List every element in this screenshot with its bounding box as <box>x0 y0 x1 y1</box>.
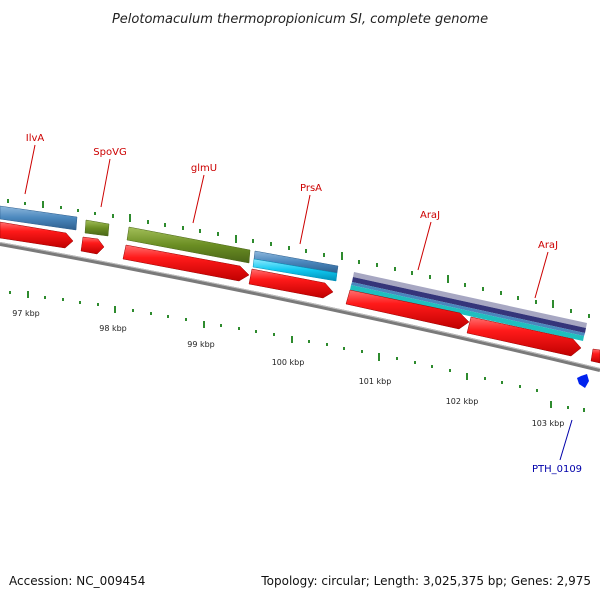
gene-label-glmu[interactable]: glmU <box>191 163 217 174</box>
gene-label-prsa[interactable]: PrsA <box>300 183 322 194</box>
gene-arrow-3 <box>122 244 250 282</box>
gene-label-araj-2[interactable]: AraJ <box>538 240 558 251</box>
kbp-label-100: 100 kbp <box>272 358 305 367</box>
gene-arrow-6 <box>466 316 582 357</box>
gene-label-ilva[interactable]: IlvA <box>26 133 45 144</box>
kbp-label-103: 103 kbp <box>532 419 565 428</box>
gene-arrow-2 <box>80 236 105 255</box>
gene-label-leaders <box>24 144 573 461</box>
gene-label-pth-0109[interactable]: PTH_0109 <box>532 464 582 475</box>
gene-label-spovg[interactable]: SpoVG <box>93 147 126 158</box>
gene-block-olive-glmu <box>126 226 251 264</box>
red-gene-arrows <box>0 221 600 364</box>
gene-arrow-5 <box>345 289 470 330</box>
gene-block-cyan-prsa <box>252 258 338 282</box>
kbp-label-102: 102 kbp <box>446 397 479 406</box>
inner-tick-marks <box>9 291 585 412</box>
accession-text: Accession: NC_009454 <box>9 574 145 588</box>
gene-arrow-1 <box>0 221 74 249</box>
gene-block-blue-araj <box>351 282 585 336</box>
gene-block-lavender-araj <box>353 272 587 328</box>
feature-track-upper <box>0 205 587 341</box>
gene-arrow-7 <box>590 348 600 364</box>
outer-tick-marks <box>7 199 590 318</box>
kbp-labels: 97 kbp 98 kbp 99 kbp 100 kbp 101 kbp 102… <box>12 309 564 428</box>
gene-arrow-4 <box>248 268 334 299</box>
gene-block-olive-spovg <box>84 219 110 237</box>
kbp-label-97: 97 kbp <box>12 309 40 318</box>
genome-backbone <box>0 242 600 372</box>
genome-summary-text: Topology: circular; Length: 3,025,375 bp… <box>260 574 591 588</box>
gene-block-teal-araj <box>350 285 584 341</box>
kbp-label-99: 99 kbp <box>187 340 215 349</box>
gene-block-purple-araj <box>352 277 586 333</box>
gene-block-blue-left <box>0 205 78 231</box>
kbp-label-101: 101 kbp <box>359 377 392 386</box>
gene-labels: IlvA SpoVG glmU PrsA AraJ AraJ PTH_0109 <box>26 133 582 475</box>
gene-marker-pth-0109 <box>577 374 589 388</box>
genome-title: Pelotomaculum thermopropionicum SI, comp… <box>112 12 488 27</box>
kbp-label-98: 98 kbp <box>99 324 127 333</box>
gene-label-araj-1[interactable]: AraJ <box>420 210 440 221</box>
